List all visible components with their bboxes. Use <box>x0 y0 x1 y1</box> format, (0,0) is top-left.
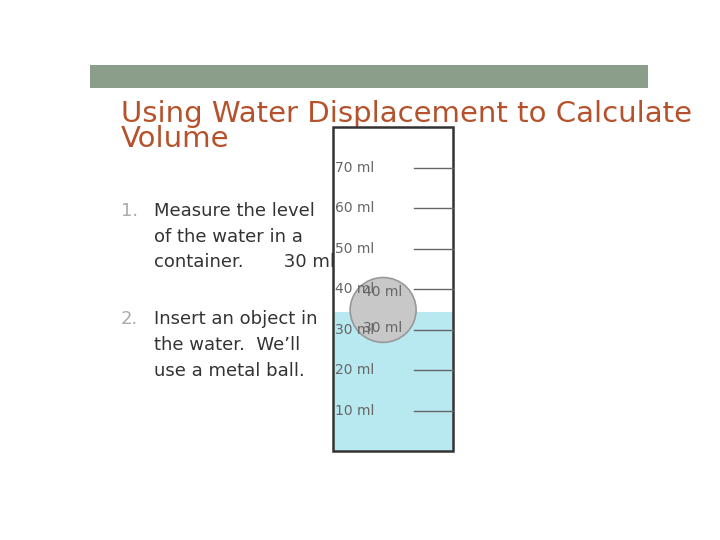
Text: 30 ml: 30 ml <box>336 323 374 337</box>
Text: 50 ml: 50 ml <box>336 242 374 256</box>
Text: 2.: 2. <box>121 310 138 328</box>
Text: Insert an object in
the water.  We’ll
use a metal ball.: Insert an object in the water. We’ll use… <box>154 310 318 380</box>
Ellipse shape <box>350 278 416 342</box>
Text: 1.: 1. <box>121 202 138 220</box>
Text: Measure the level
of the water in a
container.       30 ml: Measure the level of the water in a cont… <box>154 202 336 272</box>
Text: 60 ml: 60 ml <box>336 201 374 215</box>
Bar <box>90 65 648 87</box>
Text: Using Water Displacement to Calculate: Using Water Displacement to Calculate <box>121 100 692 128</box>
Text: 40 ml: 40 ml <box>336 282 374 296</box>
Bar <box>333 127 453 451</box>
Text: 10 ml: 10 ml <box>336 404 374 418</box>
Text: Volume: Volume <box>121 125 229 153</box>
Text: 20 ml: 20 ml <box>336 363 374 377</box>
Bar <box>333 312 453 451</box>
Text: 40 ml: 40 ml <box>364 285 402 299</box>
Text: 30 ml: 30 ml <box>364 321 402 335</box>
Text: 70 ml: 70 ml <box>336 161 374 175</box>
